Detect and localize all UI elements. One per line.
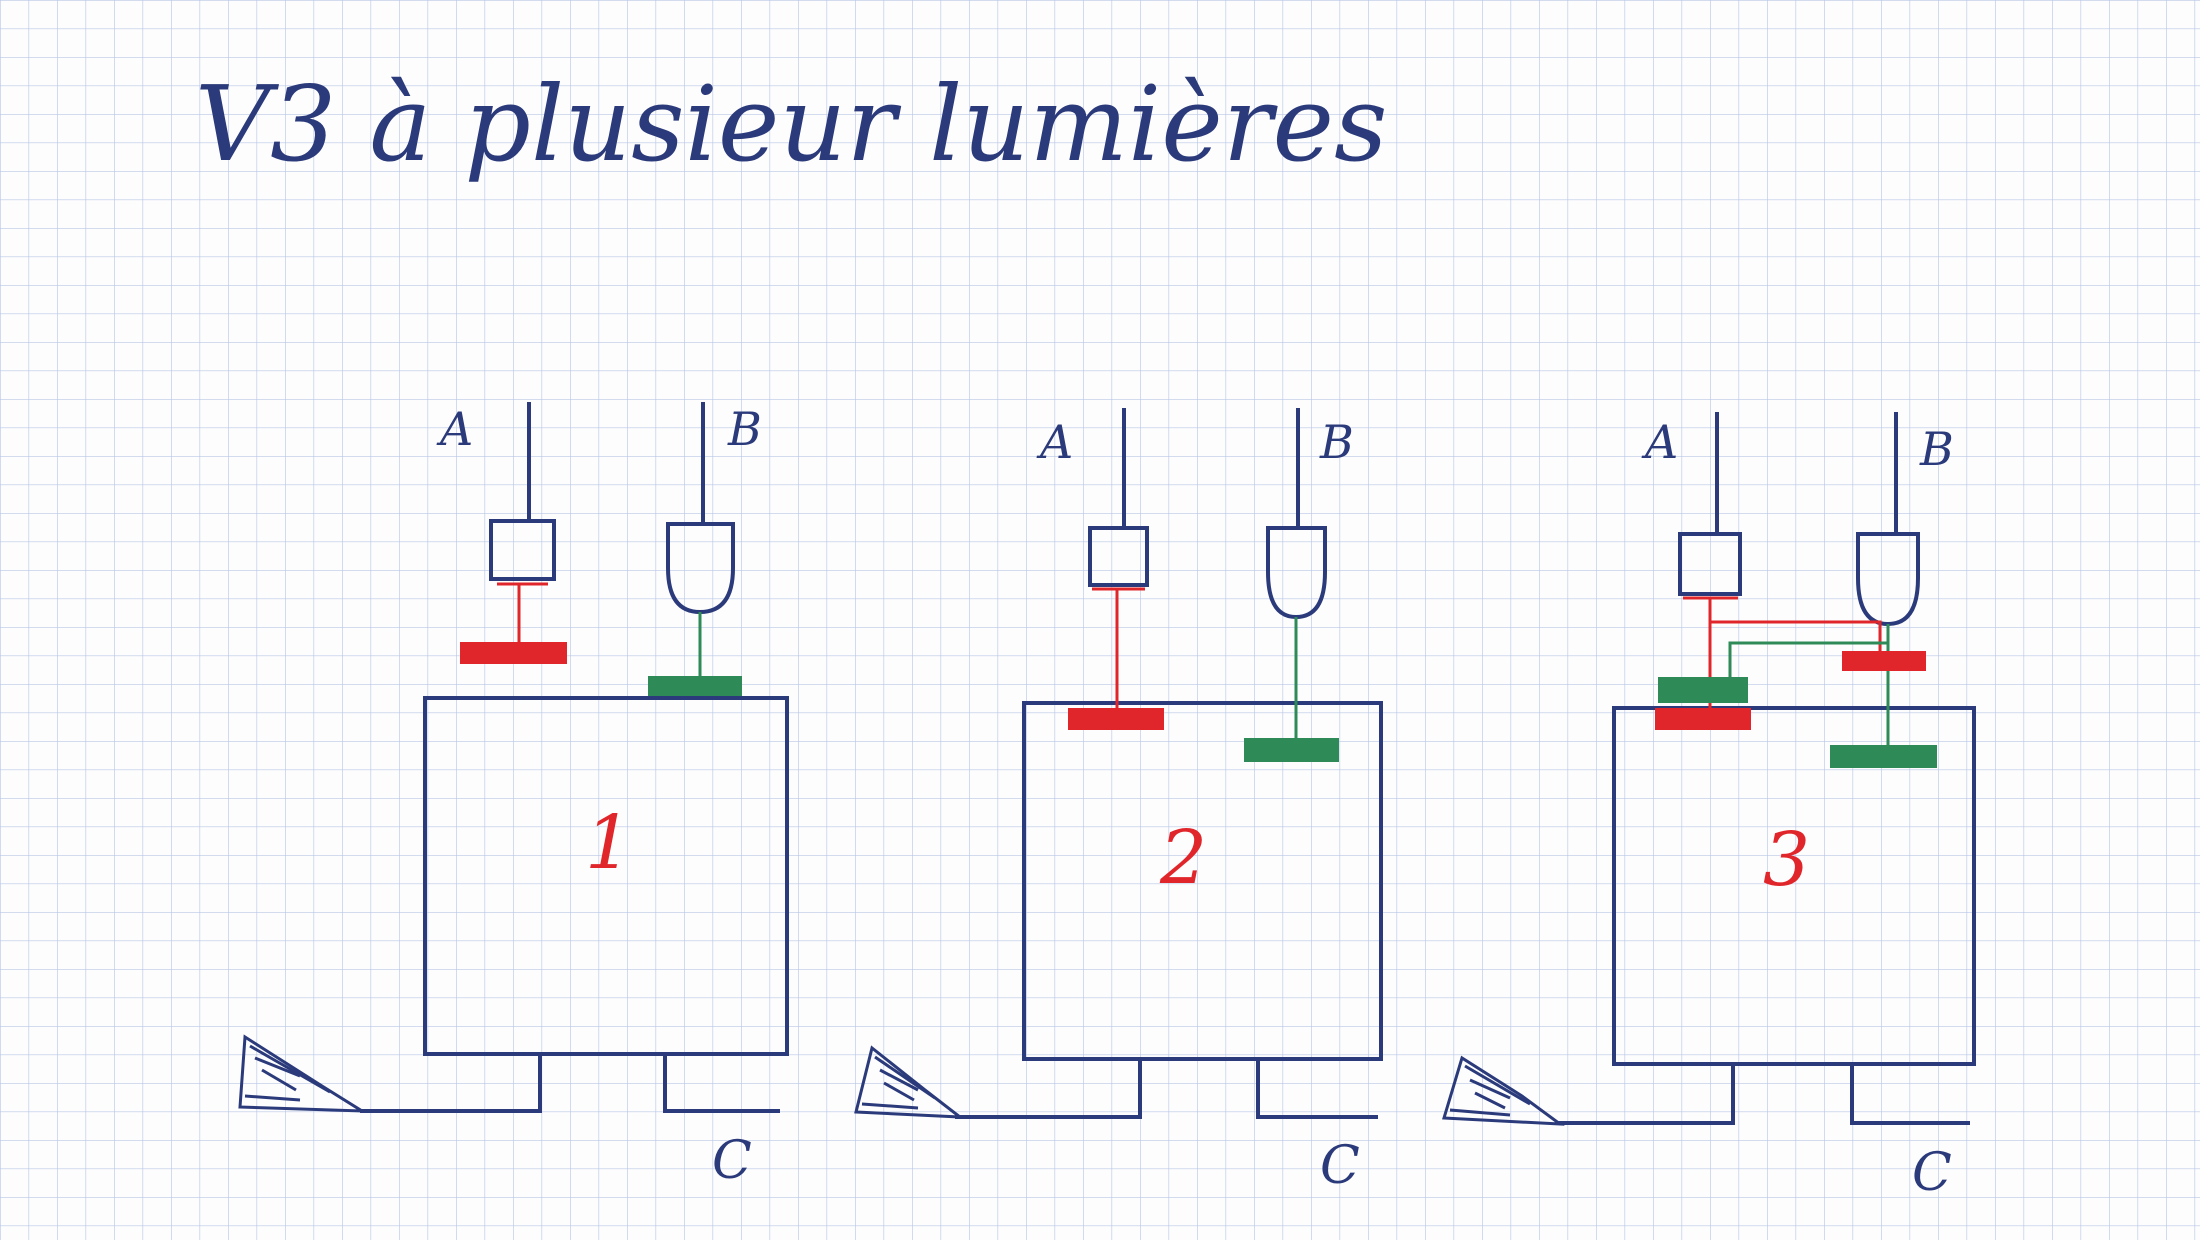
label-b: B (727, 402, 762, 456)
left-output-leg (955, 1059, 1142, 1119)
label-b: B (1319, 415, 1354, 469)
box-number: 3 (1763, 817, 1810, 903)
output-leg-c (663, 1054, 780, 1113)
red-tab (460, 642, 567, 664)
output-leg-c (1850, 1064, 1970, 1125)
light-source-icon (854, 1045, 965, 1119)
circuit-box (1022, 701, 1383, 1061)
sensor-a (1678, 532, 1742, 596)
green-tab (648, 676, 742, 696)
circuit-1-colored-wires (460, 582, 742, 696)
label-a: A (1641, 415, 1678, 469)
label-c: C (712, 1131, 752, 1191)
sensor-a (489, 519, 556, 581)
label-b: B (1919, 422, 1954, 476)
circuit-3-colored-wires (1655, 596, 1937, 768)
circuit-box (1612, 706, 1976, 1066)
circuit-2-colored-wires (1068, 587, 1339, 762)
sensor-a (1088, 526, 1149, 587)
red-tab (1842, 651, 1926, 671)
label-a: A (1036, 415, 1073, 469)
output-leg-c (1256, 1059, 1378, 1119)
left-output-leg (1555, 1064, 1735, 1125)
light-source-icon (1442, 1055, 1565, 1126)
green-tab (1244, 738, 1339, 762)
circuit-box (423, 696, 789, 1056)
red-tab (1655, 708, 1751, 730)
red-tab (1068, 708, 1164, 730)
circuit-1 (360, 402, 789, 1113)
left-output-leg (360, 1054, 542, 1113)
green-tab (1830, 745, 1937, 768)
label-a: A (436, 402, 473, 456)
green-tab (1658, 677, 1748, 703)
circuit-2 (955, 408, 1383, 1119)
label-c: C (1320, 1136, 1360, 1196)
page-title: V3 à plusieur lumières (195, 63, 1387, 185)
box-number: 1 (585, 800, 632, 886)
box-number: 2 (1159, 815, 1207, 901)
label-c: C (1912, 1143, 1952, 1203)
light-source-icon (238, 1034, 368, 1113)
